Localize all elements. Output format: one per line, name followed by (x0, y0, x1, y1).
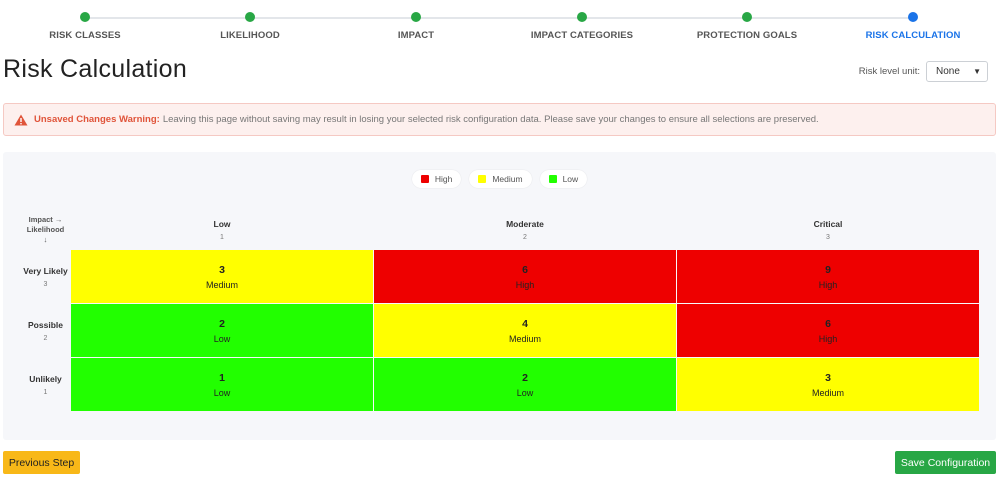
step-label: RISK CALCULATION (865, 30, 961, 41)
matrix-row-very-likely: Very Likely 3 3 Medium 6 High 9 High (21, 250, 979, 303)
row-value: 3 (43, 280, 48, 288)
row-header-very-likely: Very Likely 3 (21, 250, 70, 303)
cell-level: Low (213, 333, 231, 344)
step-dot-active (908, 12, 918, 22)
matrix-cell: 2 Low (71, 304, 373, 357)
step-dot (577, 12, 587, 22)
cell-level: High (818, 333, 838, 344)
cell-score: 3 (825, 371, 831, 384)
matrix-cell: 9 High (677, 250, 979, 303)
column-label: Moderate (506, 219, 544, 229)
warning-message: Leaving this page without saving may res… (162, 114, 819, 125)
cell-level: Low (516, 387, 534, 398)
step-impact[interactable]: IMPACT (336, 12, 496, 41)
row-label: Unlikely (29, 373, 62, 384)
legend-item-medium: Medium (469, 170, 532, 188)
column-value: 2 (523, 234, 527, 241)
step-label: RISK CLASSES (49, 30, 121, 41)
matrix-cell: 6 High (677, 304, 979, 357)
previous-step-button[interactable]: Previous Step (3, 451, 80, 474)
matrix-row-possible: Possible 2 2 Low 4 Medium 6 High (21, 304, 979, 357)
cell-score: 9 (825, 263, 831, 276)
warning-title: Unsaved Changes Warning: (34, 114, 160, 125)
cell-level: Medium (205, 279, 238, 290)
legend: High Medium Low (3, 170, 996, 188)
matrix-cell: 1 Low (71, 358, 373, 411)
legend-item-low: Low (539, 170, 588, 188)
column-label: Low (213, 219, 231, 229)
legend-swatch-medium (478, 175, 487, 183)
cell-score: 2 (522, 371, 528, 384)
risk-unit-select[interactable]: None ▼ (926, 61, 988, 82)
matrix-cell: 3 Medium (71, 250, 373, 303)
progress-stepper: RISK CLASSES LIKELIHOOD IMPACT IMPACT CA… (0, 0, 1000, 48)
legend-swatch-high (420, 175, 429, 183)
step-dot (80, 12, 90, 22)
cell-score: 3 (219, 263, 225, 276)
step-label: IMPACT (397, 30, 435, 41)
matrix-corner-label: Impact → Likelihood ↓ (21, 211, 70, 249)
cell-level: High (818, 279, 838, 290)
risk-matrix-panel: High Medium Low Impact → Likelihood ↓ Lo… (3, 152, 996, 440)
chevron-down-icon: ▼ (973, 67, 981, 76)
corner-arrow: ↓ (43, 235, 48, 244)
matrix-row-unlikely: Unlikely 1 1 Low 2 Low 3 Medium (21, 358, 979, 411)
warning-triangle-icon (14, 114, 28, 125)
row-value: 1 (43, 388, 48, 396)
legend-label: Low (562, 174, 579, 184)
column-value: 3 (826, 234, 830, 241)
unsaved-changes-warning: Unsaved Changes Warning: Leaving this pa… (3, 103, 996, 136)
cell-score: 6 (825, 317, 831, 330)
step-dot (245, 12, 255, 22)
row-header-possible: Possible 2 (21, 304, 70, 357)
cell-score: 4 (522, 317, 528, 330)
legend-label: Medium (492, 174, 523, 184)
step-likelihood[interactable]: LIKELIHOOD (170, 12, 330, 41)
column-value: 1 (220, 234, 224, 241)
step-risk-calculation[interactable]: RISK CALCULATION (833, 12, 993, 41)
cell-level: Low (213, 387, 231, 398)
cell-level: Medium (508, 333, 541, 344)
cell-score: 6 (522, 263, 528, 276)
corner-impact-label: Impact → (28, 215, 63, 224)
row-value: 2 (43, 334, 48, 342)
page-title: Risk Calculation (3, 55, 188, 83)
matrix-cell: 4 Medium (374, 304, 676, 357)
matrix-cell: 3 Medium (677, 358, 979, 411)
row-label: Possible (28, 319, 63, 330)
step-protection-goals[interactable]: PROTECTION GOALS (667, 12, 827, 41)
column-header-low: Low 1 (71, 211, 373, 249)
step-label: LIKELIHOOD (220, 30, 280, 41)
row-header-unlikely: Unlikely 1 (21, 358, 70, 411)
column-header-moderate: Moderate 2 (374, 211, 676, 249)
matrix-cell: 2 Low (374, 358, 676, 411)
column-label: Critical (813, 219, 843, 229)
legend-item-high: High (411, 170, 462, 188)
cell-score: 2 (219, 317, 225, 330)
step-impact-categories[interactable]: IMPACT CATEGORIES (502, 12, 662, 41)
risk-matrix-table: Impact → Likelihood ↓ Low 1 Moderate 2 C… (20, 210, 980, 412)
save-configuration-button[interactable]: Save Configuration (895, 451, 996, 474)
step-label: PROTECTION GOALS (696, 30, 798, 41)
step-label: IMPACT CATEGORIES (530, 30, 634, 41)
column-header-critical: Critical 3 (677, 211, 979, 249)
step-dot (742, 12, 752, 22)
cell-level: Medium (811, 387, 844, 398)
legend-label: High (434, 174, 453, 184)
risk-unit-value: None (936, 66, 960, 77)
row-label: Very Likely (23, 265, 68, 276)
matrix-cell: 6 High (374, 250, 676, 303)
step-dot (411, 12, 421, 22)
cell-level: High (515, 279, 535, 290)
risk-unit-label: Risk level unit: (858, 66, 920, 77)
matrix-header-row: Impact → Likelihood ↓ Low 1 Moderate 2 C… (21, 211, 979, 249)
cell-score: 1 (219, 371, 225, 384)
legend-swatch-low (548, 175, 557, 183)
risk-unit-control: Risk level unit: None ▼ (859, 61, 988, 82)
corner-likelihood-label: Likelihood (26, 225, 65, 234)
stepper-line (85, 17, 913, 19)
step-risk-classes[interactable]: RISK CLASSES (5, 12, 165, 41)
